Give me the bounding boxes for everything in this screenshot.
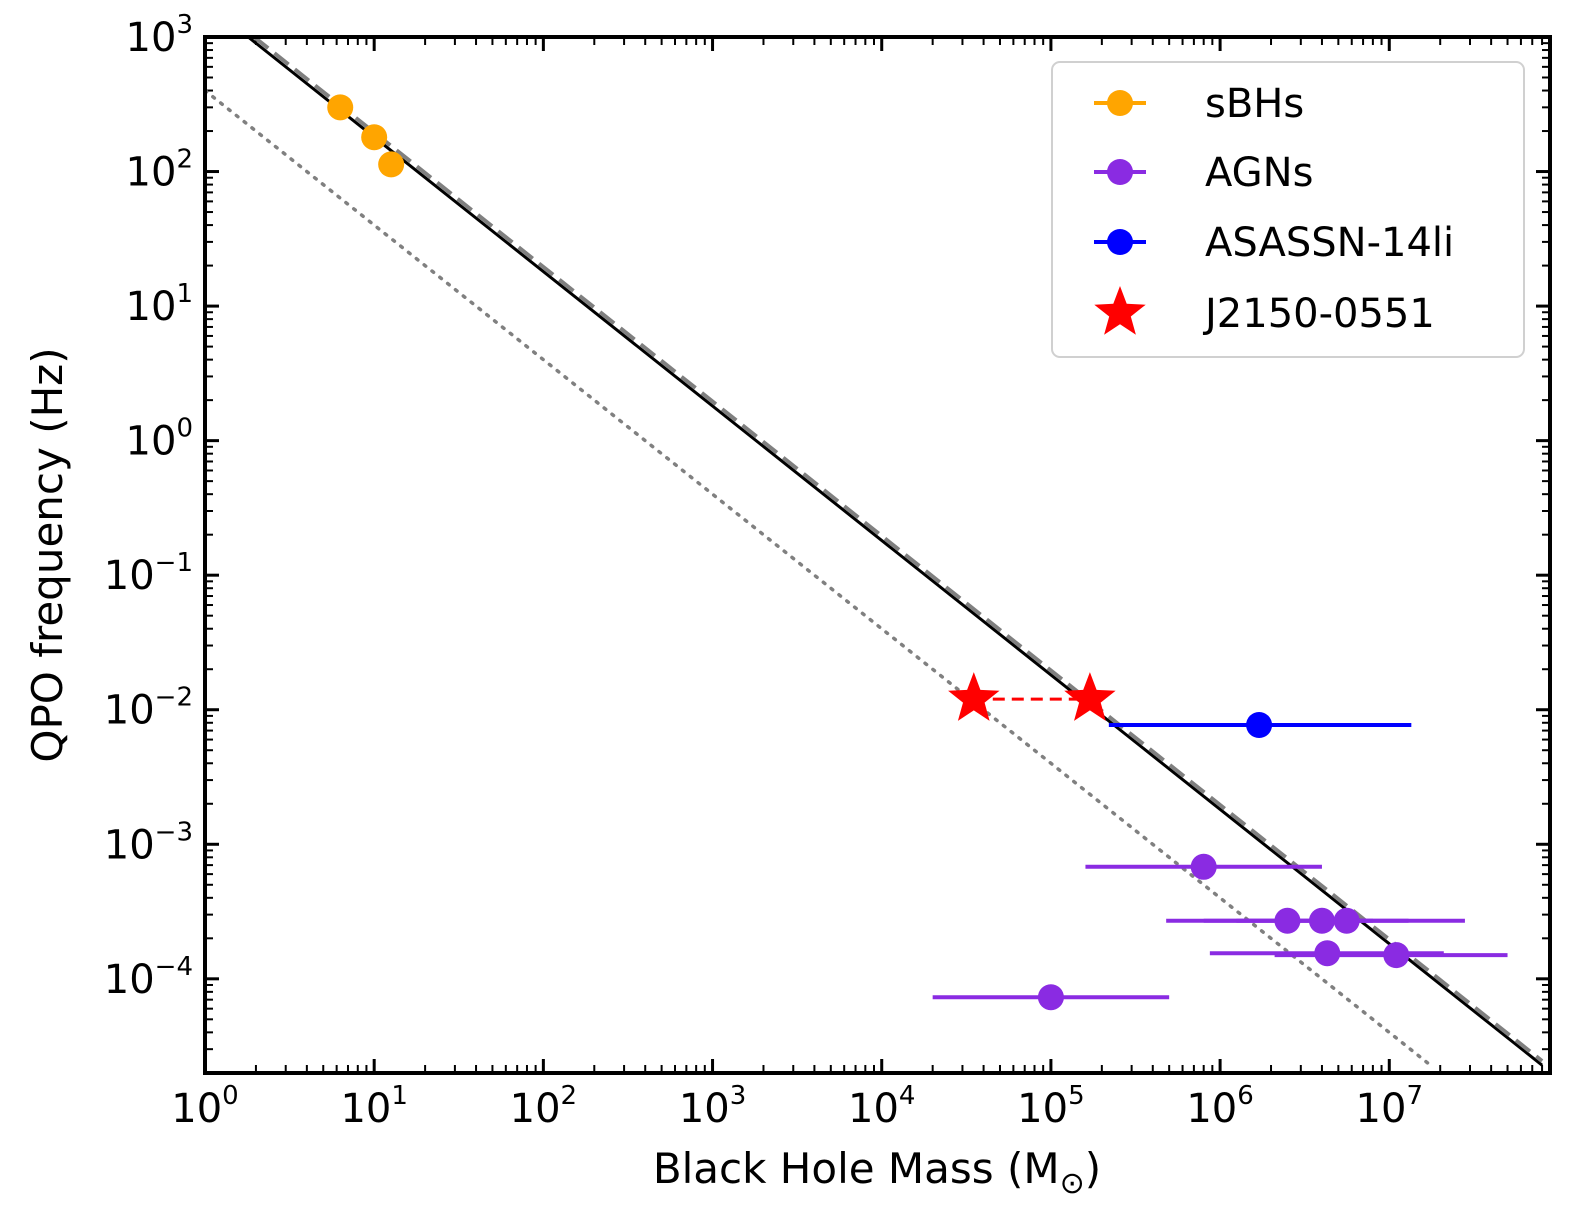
x-tick-label: 105 <box>1017 1081 1084 1132</box>
series-ASASSN-14li <box>1108 711 1412 738</box>
x-tick-label: 100 <box>171 1081 238 1132</box>
x-tick-label: 104 <box>848 1081 915 1132</box>
x-tick-labels: 100 101 102 103 104 105 106 107 <box>171 1081 1423 1132</box>
legend-box <box>1051 61 1525 358</box>
reference-lines <box>205 37 1544 1069</box>
y-tick-label: 100 <box>126 414 193 465</box>
legend-entry: sBHs <box>1094 81 1304 127</box>
y-axis-label: QPO frequency (Hz) <box>23 347 72 762</box>
data-point <box>1037 984 1064 1011</box>
y-tick-labels: 103 102 101 100 10−1 10−2 10−3 10−4 <box>104 10 193 1003</box>
reference-line-dashed <box>252 37 1544 1063</box>
legend-marker <box>1107 90 1133 116</box>
legend-entry: J2150-0551 <box>1094 286 1435 337</box>
legend-label: J2150-0551 <box>1202 291 1435 337</box>
data-point <box>361 124 388 151</box>
legend-entry: ASASSN-14li <box>1094 220 1454 266</box>
legend-label: ASASSN-14li <box>1205 220 1454 266</box>
x-axis-label: Black Hole Mass (M⊙) <box>653 1144 1101 1201</box>
data-point <box>378 151 405 178</box>
legend-marker <box>1107 229 1133 255</box>
data-point <box>327 94 354 121</box>
x-tick-label: 101 <box>340 1081 407 1132</box>
y-tick-label: 10−1 <box>104 548 193 599</box>
legend-entry: AGNs <box>1094 150 1313 196</box>
data-point <box>1246 711 1273 738</box>
series-layer <box>327 94 1508 1011</box>
y-tick-label: 102 <box>126 145 193 196</box>
series-J2150-0551 <box>948 672 1116 721</box>
x-tick-label: 102 <box>510 1081 577 1132</box>
legend: sBHs AGNs ASASSN-14li J2150-0551 <box>1051 61 1525 358</box>
series-sBHs <box>327 94 405 178</box>
data-point <box>1308 907 1335 934</box>
y-tick-label: 10−4 <box>104 952 193 1003</box>
legend-label: AGNs <box>1205 150 1313 196</box>
y-tick-label: 10−3 <box>104 817 193 868</box>
data-point <box>1274 907 1301 934</box>
series-AGNs <box>932 853 1508 1011</box>
y-tick-label: 101 <box>126 279 193 330</box>
x-tick-label: 103 <box>679 1081 746 1132</box>
data-point-star <box>948 672 1000 721</box>
reference-line-dotted <box>205 88 1435 1069</box>
y-tick-label: 103 <box>126 10 193 61</box>
data-point <box>1190 853 1217 880</box>
legend-label: sBHs <box>1205 81 1304 127</box>
x-tick-label: 106 <box>1186 1081 1253 1132</box>
reference-line-solid <box>247 37 1543 1067</box>
data-point-star <box>1064 672 1116 721</box>
y-tick-label: 10−2 <box>104 683 193 734</box>
x-tick-label: 107 <box>1356 1081 1423 1132</box>
data-point <box>1314 940 1341 967</box>
plot-frame <box>203 35 1552 1075</box>
data-point <box>1383 942 1410 969</box>
legend-marker-star <box>1094 286 1146 335</box>
legend-marker <box>1107 159 1133 185</box>
data-point <box>1333 907 1360 934</box>
